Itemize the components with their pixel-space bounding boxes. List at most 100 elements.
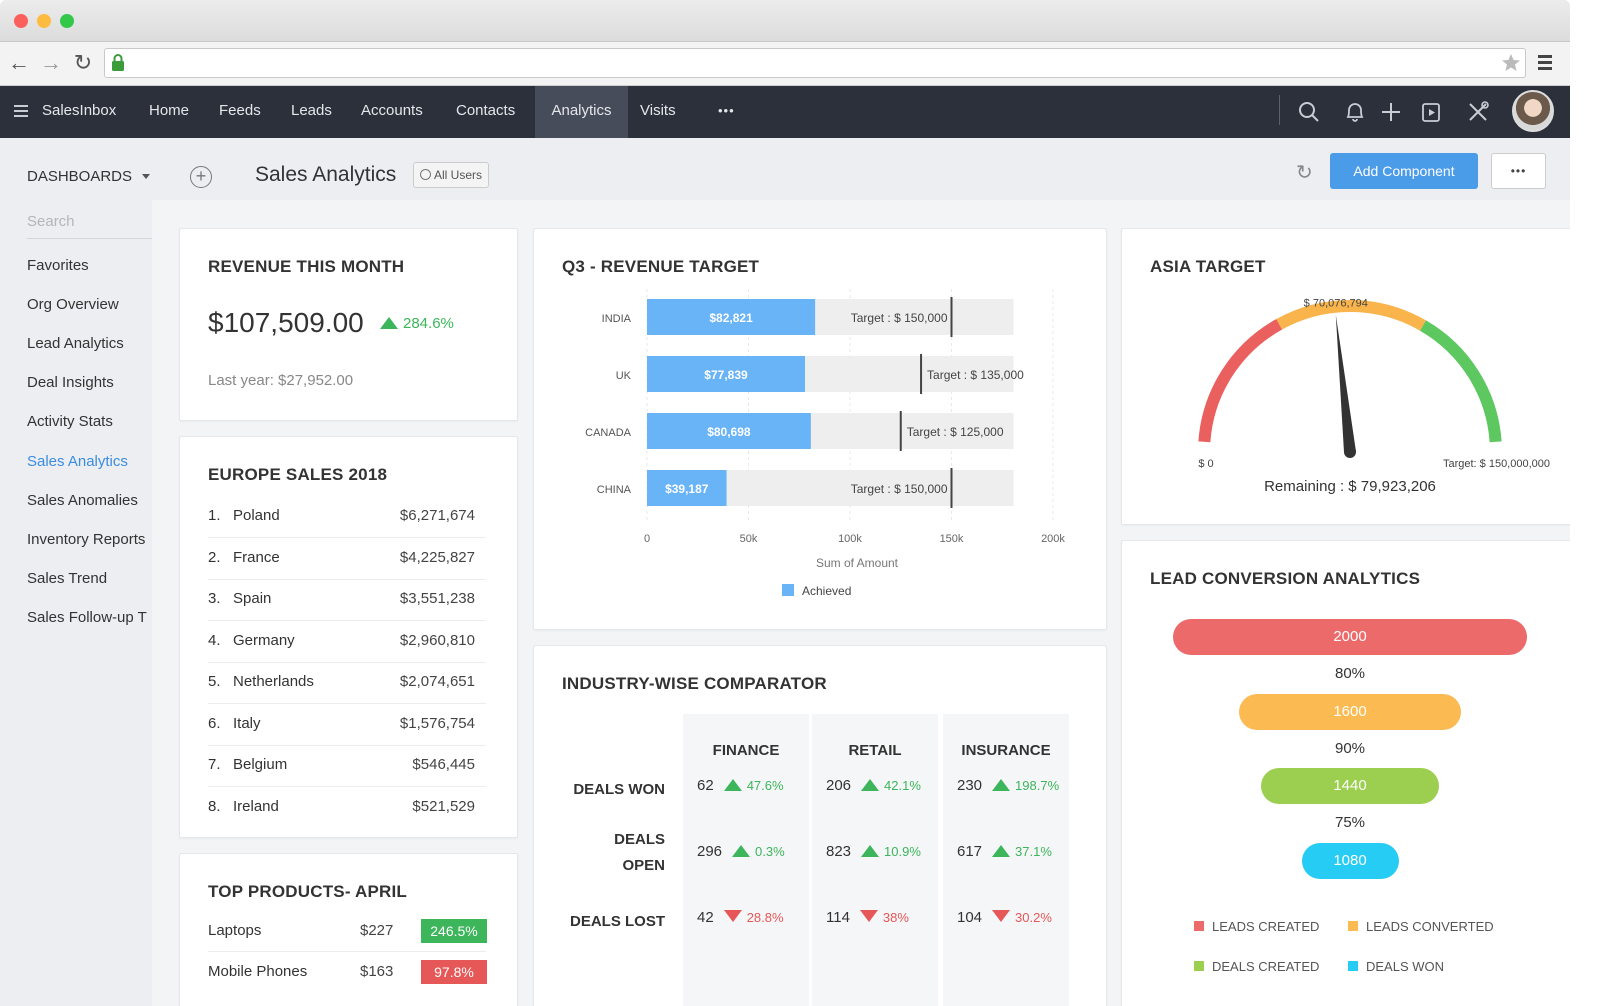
industry-change: 42.1% <box>884 778 921 793</box>
achieved-bar[interactable] <box>647 356 806 392</box>
sidebar: Search Favorites Org Overview Lead Analy… <box>0 200 152 1006</box>
calendar-icon[interactable] <box>1418 99 1444 125</box>
industry-cell: 206 42.1% <box>826 777 921 794</box>
address-bar: ← → ↻ <box>0 42 1570 86</box>
bell-icon[interactable] <box>1342 99 1368 125</box>
nav-divider <box>1279 95 1280 125</box>
industry-cell: 104 30.2% <box>957 909 1052 926</box>
x-tick-label: 0 <box>644 533 650 545</box>
legend-label: LEADS CONVERTED <box>1366 919 1494 934</box>
sidebar-search-input[interactable]: Search <box>27 213 152 239</box>
achieved-bar[interactable] <box>647 470 727 506</box>
asia-title: ASIA TARGET <box>1150 257 1266 276</box>
funnel-stage[interactable]: 2000 <box>1173 619 1527 655</box>
legend-swatch <box>782 584 794 596</box>
nav-more-button[interactable]: ••• <box>718 103 735 118</box>
industry-column-bg <box>943 714 1069 1006</box>
category-label: CANADA <box>585 427 632 439</box>
europe-value: $4,225,827 <box>399 548 475 566</box>
nav-home[interactable]: Home <box>149 102 190 119</box>
europe-value: $521,529 <box>412 797 475 815</box>
funnel-stage[interactable]: 1440 <box>1261 768 1439 804</box>
dashboards-dropdown[interactable]: DASHBOARDS <box>27 168 151 185</box>
hamburger-menu-icon[interactable] <box>14 105 28 117</box>
sidebar-item-sales-analytics[interactable]: Sales Analytics <box>27 453 128 470</box>
europe-rank: 1. <box>208 507 221 524</box>
sidebar-item-inventory-reports[interactable]: Inventory Reports <box>27 531 146 548</box>
legend-swatch <box>1348 961 1358 971</box>
industry-change: 0.3% <box>755 844 785 859</box>
industry-cell: 114 38% <box>826 909 909 926</box>
back-arrow-icon[interactable]: ← <box>8 50 30 75</box>
industry-cell: 230 198.7% <box>957 777 1059 794</box>
industry-row-label-line: DEALS <box>614 831 665 848</box>
nav-analytics[interactable]: Analytics <box>535 86 628 138</box>
lead-conversion-card: LEAD CONVERSION ANALYTICS 2000 80% 1600 90%… <box>1121 540 1570 1006</box>
sidebar-item-sales-trend[interactable]: Sales Trend <box>27 570 108 587</box>
forward-arrow-icon[interactable]: → <box>40 50 62 75</box>
industry-value: 62 <box>697 777 714 794</box>
reload-icon[interactable]: ↻ <box>73 50 93 75</box>
plus-icon[interactable] <box>1378 99 1404 125</box>
nav-accounts[interactable]: Accounts <box>361 102 423 119</box>
sidebar-item-deal-insights[interactable]: Deal Insights <box>27 374 114 391</box>
europe-country: Spain <box>233 590 272 607</box>
industry-column-bg <box>683 714 809 1006</box>
achieved-bar[interactable] <box>647 413 811 449</box>
sidebar-item-sales-follow-up[interactable]: Sales Follow-up T <box>27 609 147 626</box>
industry-change: 38% <box>882 910 909 925</box>
trend-up-icon <box>861 845 880 857</box>
nav-salesinbox[interactable]: SalesInbox <box>42 102 117 119</box>
industry-row-label: DEALS LOST <box>552 909 665 935</box>
row-divider <box>208 744 486 746</box>
gauge-value-label: $ 70,076,794 <box>1304 298 1368 310</box>
europe-value: $2,074,651 <box>399 673 475 690</box>
industry-value: 114 <box>826 909 850 926</box>
legend-label: DEALS CREATED <box>1212 959 1320 974</box>
sidebar-item-activity-stats[interactable]: Activity Stats <box>27 413 113 430</box>
sidebar-item-favorites[interactable]: Favorites <box>27 257 89 274</box>
more-options-button[interactable]: ••• <box>1491 153 1546 189</box>
trend-down-icon <box>992 910 1011 922</box>
globe-icon <box>420 169 431 180</box>
all-users-filter[interactable]: All Users <box>413 162 490 188</box>
user-avatar[interactable] <box>1512 90 1554 132</box>
maximize-window-button[interactable] <box>60 14 74 28</box>
url-input[interactable] <box>104 48 1526 78</box>
europe-rank: 5. <box>208 673 221 690</box>
sidebar-item-lead-analytics[interactable]: Lead Analytics <box>27 335 124 352</box>
x-tick-label: 50k <box>740 533 758 545</box>
q3-revenue-card: Q3 - REVENUE TARGET 0 50k 100k 150k 200k $82,… <box>533 228 1107 630</box>
europe-country: Ireland <box>233 797 279 815</box>
nav-leads[interactable]: Leads <box>291 102 332 119</box>
europe-value: $3,551,238 <box>399 590 475 607</box>
funnel-stage[interactable]: 1600 <box>1239 693 1461 730</box>
bookmark-star-icon[interactable] <box>1501 53 1521 73</box>
search-icon[interactable] <box>1296 99 1322 125</box>
industry-value: 617 <box>957 843 983 860</box>
sidebar-item-org-overview[interactable]: Org Overview <box>27 296 119 313</box>
target-label: Target : $ 150,000 <box>851 482 948 496</box>
nav-visits[interactable]: Visits <box>640 102 676 119</box>
nav-feeds[interactable]: Feeds <box>219 102 261 119</box>
funnel-rate: 90% <box>1334 739 1366 757</box>
x-tick-label: 100k <box>838 533 862 545</box>
achieved-bar[interactable] <box>647 299 816 335</box>
top-products-card: TOP PRODUCTS- APRIL Laptops $227 246.5% Mob… <box>179 853 518 1006</box>
sidebar-item-sales-anomalies[interactable]: Sales Anomalies <box>27 492 138 509</box>
x-axis-label: Sum of Amount <box>816 556 899 570</box>
browser-menu-icon[interactable] <box>1538 55 1552 70</box>
minimize-window-button[interactable] <box>37 14 51 28</box>
refresh-icon[interactable]: ↻ <box>1296 162 1313 184</box>
add-component-button[interactable]: Add Component <box>1330 153 1478 189</box>
nav-contacts[interactable]: Contacts <box>456 102 516 119</box>
legend-label: LEADS CREATED <box>1212 919 1320 934</box>
funnel-stage[interactable]: 1080 <box>1301 842 1399 879</box>
top-products-title: TOP PRODUCTS- APRIL <box>208 882 408 901</box>
x-tick-label: 200k <box>1041 533 1065 545</box>
tools-icon[interactable] <box>1465 99 1491 125</box>
close-window-button[interactable] <box>14 14 28 28</box>
add-dashboard-icon[interactable]: + <box>190 166 212 188</box>
industry-row-label-line: DEALS LOST <box>569 913 665 930</box>
x-tick-label: 150k <box>940 533 964 545</box>
